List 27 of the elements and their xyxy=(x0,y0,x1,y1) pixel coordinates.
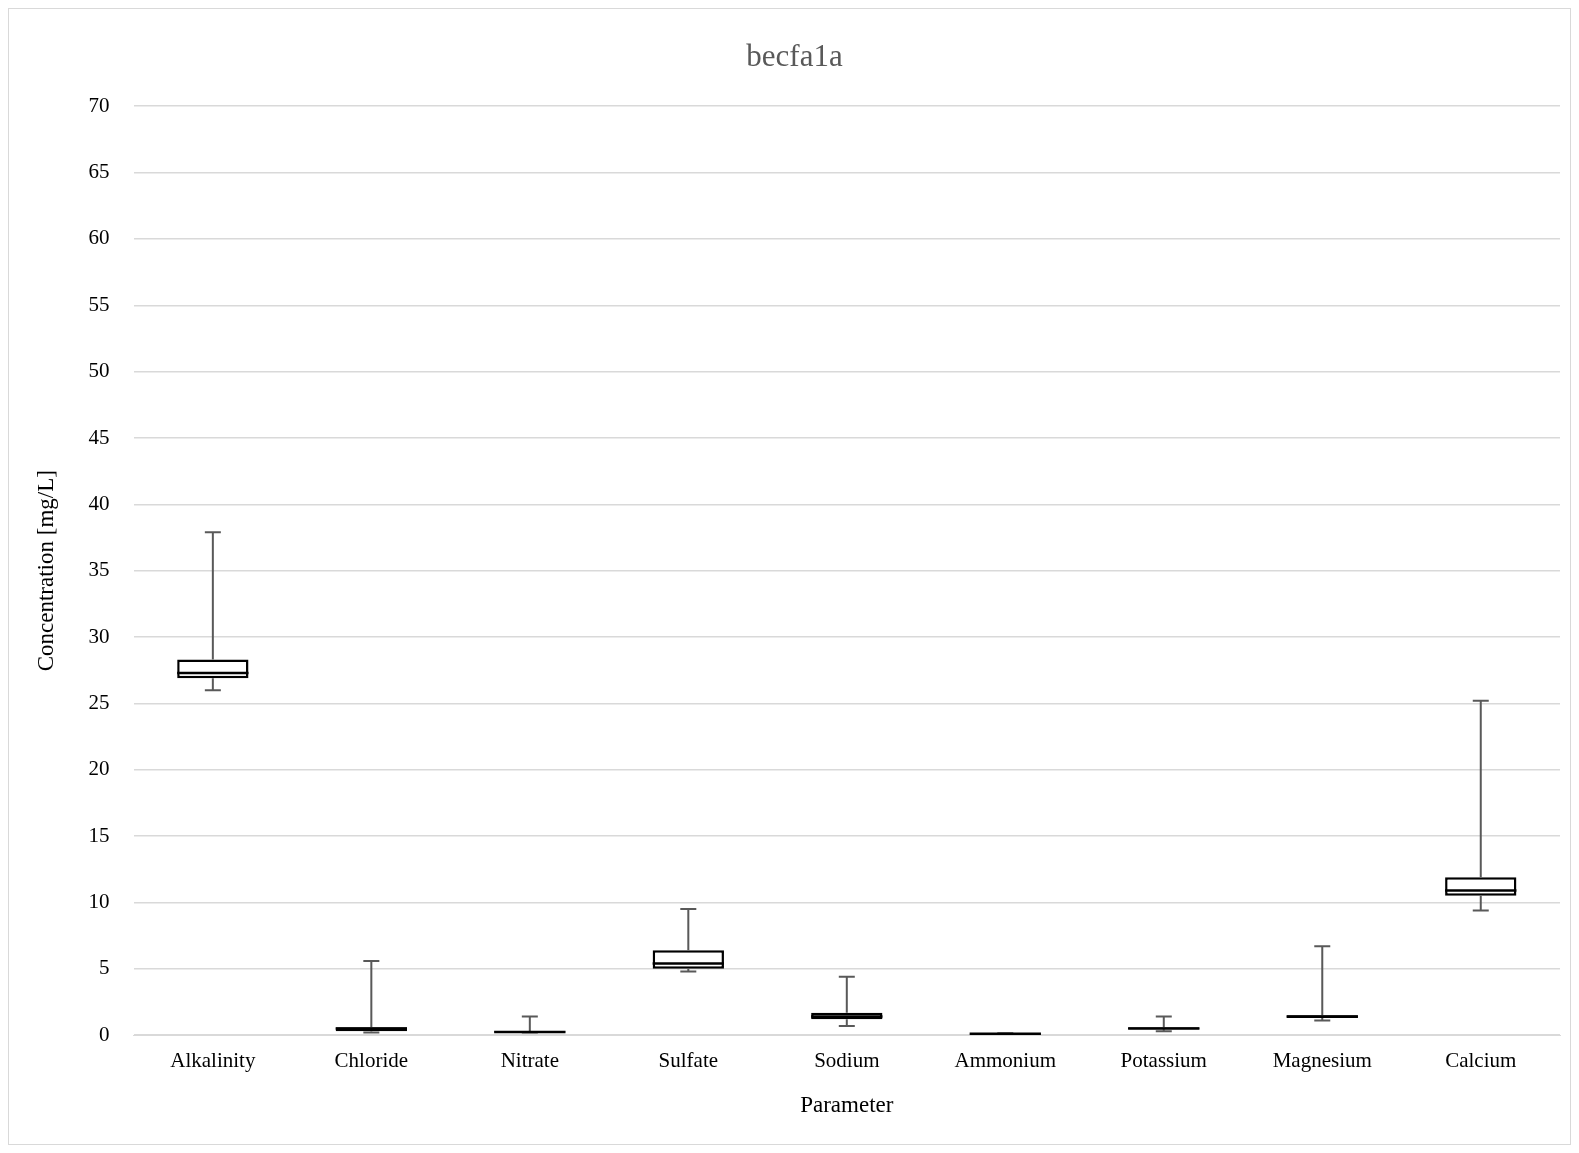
y-tick-label: 15 xyxy=(88,822,110,847)
y-tick-label: 20 xyxy=(88,756,110,781)
y-tick-label: 25 xyxy=(88,689,110,714)
y-tick-label: 50 xyxy=(88,358,110,383)
x-axis-title: Parameter xyxy=(800,1092,894,1118)
y-tick-label: 30 xyxy=(88,623,110,648)
y-tick-label: 55 xyxy=(88,291,110,316)
chart-title: becfa1a xyxy=(746,37,843,73)
y-tick-label: 5 xyxy=(99,955,110,980)
y-tick-label: 65 xyxy=(88,159,110,184)
x-tick-label: Sulfate xyxy=(658,1048,719,1073)
y-tick-label: 10 xyxy=(88,889,110,913)
x-tick-label: Nitrate xyxy=(500,1048,559,1073)
x-tick-label: Potassium xyxy=(1120,1048,1207,1073)
x-tick-label: Sodium xyxy=(814,1048,880,1073)
x-tick-label: Magnesium xyxy=(1272,1048,1372,1073)
y-axis-title: Concentration [mg/L] xyxy=(32,470,58,672)
x-tick-label: Calcium xyxy=(1445,1048,1517,1073)
y-tick-label: 40 xyxy=(88,490,110,515)
x-tick-label: Ammonium xyxy=(954,1048,1057,1073)
y-tick-label: 60 xyxy=(88,225,110,250)
y-tick-label: 0 xyxy=(99,1021,110,1046)
y-tick-label: 45 xyxy=(88,424,110,449)
x-tick-label: Alkalinity xyxy=(170,1048,256,1073)
x-tick-label: Chloride xyxy=(334,1048,409,1073)
y-tick-label: 70 xyxy=(88,92,110,117)
y-tick-label: 35 xyxy=(88,557,110,582)
